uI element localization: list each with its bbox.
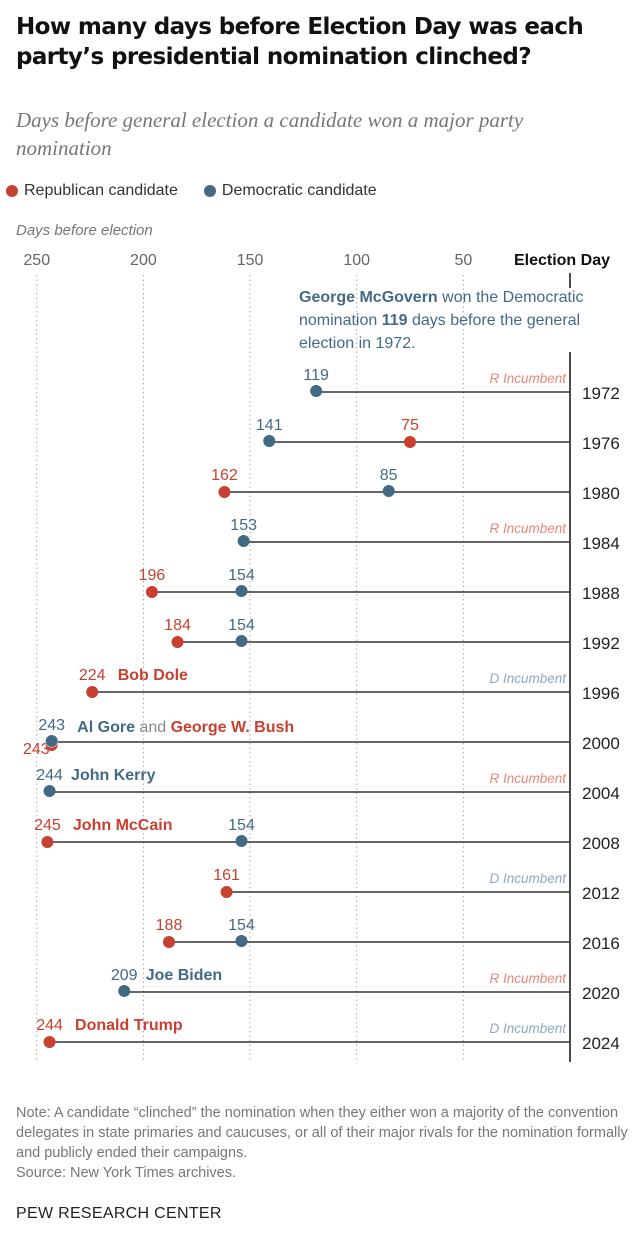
democratic-dot-1972 (310, 385, 323, 397)
republican-dot-2024 (43, 1036, 56, 1048)
annotation-line2: nomination 119 days before the general (299, 312, 580, 329)
republican-dot-1988 (145, 586, 158, 598)
legend-republican-label: Republican candidate (24, 182, 178, 199)
x-tick-label: 150 (237, 252, 264, 269)
year-label: 1976 (582, 434, 620, 453)
republican-value-label: 243 (23, 741, 50, 758)
democratic-dot-2008 (235, 835, 248, 847)
year-label: 2008 (582, 834, 620, 853)
democratic-value-label: 154 (228, 617, 255, 634)
legend-democratic-label: Democratic candidate (221, 182, 377, 199)
year-label: 1972 (582, 384, 620, 403)
year-label: 1992 (582, 634, 620, 653)
republican-value-label: 244 (36, 1017, 63, 1034)
year-label: 1996 (582, 684, 620, 703)
x-tick-label: 250 (23, 252, 50, 269)
year-label: 1980 (582, 484, 620, 503)
incumbent-note: R Incumbent (489, 371, 567, 386)
republican-value-label: 75 (401, 417, 419, 434)
legend-republican: Republican candidate (6, 182, 178, 200)
annotation-line3: election in 1972. (299, 335, 416, 352)
election-day-label: Election Day (514, 252, 610, 269)
annotation: George McGovern won the Democratic (299, 289, 584, 306)
note-text: Note: A candidate “clinched” the nominat… (16, 1105, 628, 1161)
year-label: 2012 (582, 884, 620, 903)
democratic-value-label: 119 (303, 367, 329, 384)
democratic-value-label: 141 (256, 417, 283, 434)
year-label: 2000 (582, 734, 620, 753)
republican-value-label: 162 (211, 467, 238, 484)
democratic-dot-1992 (235, 635, 248, 647)
democratic-value-label: 154 (228, 817, 255, 834)
chart-title: How many days before Election Day was ea… (16, 14, 584, 70)
republican-value-label: 161 (213, 867, 240, 884)
republican-value-label: 224 (79, 667, 106, 684)
democratic-value-label: 153 (230, 517, 257, 534)
incumbent-note: R Incumbent (489, 971, 567, 986)
democratic-dot-1988 (235, 585, 248, 597)
incumbent-note: D Incumbent (489, 1021, 567, 1036)
x-axis-label: Days before election (16, 222, 153, 239)
incumbent-note: R Incumbent (489, 771, 567, 786)
democratic-dot-2004 (43, 785, 56, 797)
republican-dot-2012 (220, 886, 233, 898)
republican-dot-2008 (41, 836, 54, 848)
democratic-value-label: 243 (38, 717, 65, 734)
incumbent-note: D Incumbent (489, 871, 567, 886)
incumbent-note: R Incumbent (489, 521, 567, 536)
democratic-dot-icon (203, 185, 216, 197)
incumbent-note: D Incumbent (489, 671, 567, 686)
source: Source: New York Times archives. (16, 1165, 237, 1181)
year-label: 2016 (582, 934, 620, 953)
republican-dot-1996 (86, 686, 99, 698)
candidate-names: Al Gore and George W. Bush (77, 719, 294, 736)
brand-logo: PEW RESEARCH CENTER (16, 1205, 222, 1222)
x-tick-label: 200 (130, 252, 157, 269)
democratic-value-label: 85 (380, 467, 398, 484)
democratic-value-label: 244 (36, 767, 63, 784)
democratic-candidate-name: Joe Biden (146, 967, 222, 984)
democratic-dot-1976 (263, 435, 276, 447)
republican-dot-2016 (162, 936, 175, 948)
x-tick-label: 50 (454, 252, 472, 269)
democratic-candidate-name: John Kerry (71, 767, 156, 784)
x-tick-label: 100 (343, 252, 370, 269)
republican-candidate-name: Donald Trump (75, 1017, 183, 1034)
republican-dot-1976 (404, 436, 417, 448)
republican-value-label: 245 (34, 817, 61, 834)
legend-democratic: Democratic candidate (203, 182, 377, 200)
democratic-dot-2000 (45, 735, 58, 747)
chart: Days before election 250 200 150 100 50 Electi… (16, 222, 620, 1062)
legend: Republican candidate Democratic candidat… (6, 182, 377, 200)
republican-dot-1992 (171, 636, 184, 648)
year-label: 2020 (582, 984, 620, 1003)
year-label: 2024 (582, 1034, 620, 1053)
democratic-dot-1984 (237, 535, 250, 547)
chart-subtitle: Days before general election a candidate… (16, 108, 524, 160)
democratic-dot-2016 (235, 935, 248, 947)
republican-dot-icon (6, 185, 18, 197)
republican-value-label: 196 (139, 567, 166, 584)
democratic-value-label: 154 (228, 917, 255, 934)
democratic-value-label: 154 (228, 567, 255, 584)
republican-candidate-name: John McCain (73, 817, 173, 834)
republican-value-label: 188 (156, 917, 183, 934)
year-label: 2004 (582, 784, 620, 803)
democratic-dot-1980 (382, 485, 395, 497)
republican-value-label: 184 (164, 617, 191, 634)
year-label: 1988 (582, 584, 620, 603)
democratic-value-label: 209 (111, 967, 138, 984)
republican-dot-1980 (218, 486, 231, 498)
democratic-dot-2020 (118, 985, 131, 997)
republican-candidate-name: Bob Dole (118, 667, 188, 684)
year-label: 1984 (582, 534, 620, 553)
note: Note: A candidate “clinched” the nominat… (16, 1103, 636, 1183)
